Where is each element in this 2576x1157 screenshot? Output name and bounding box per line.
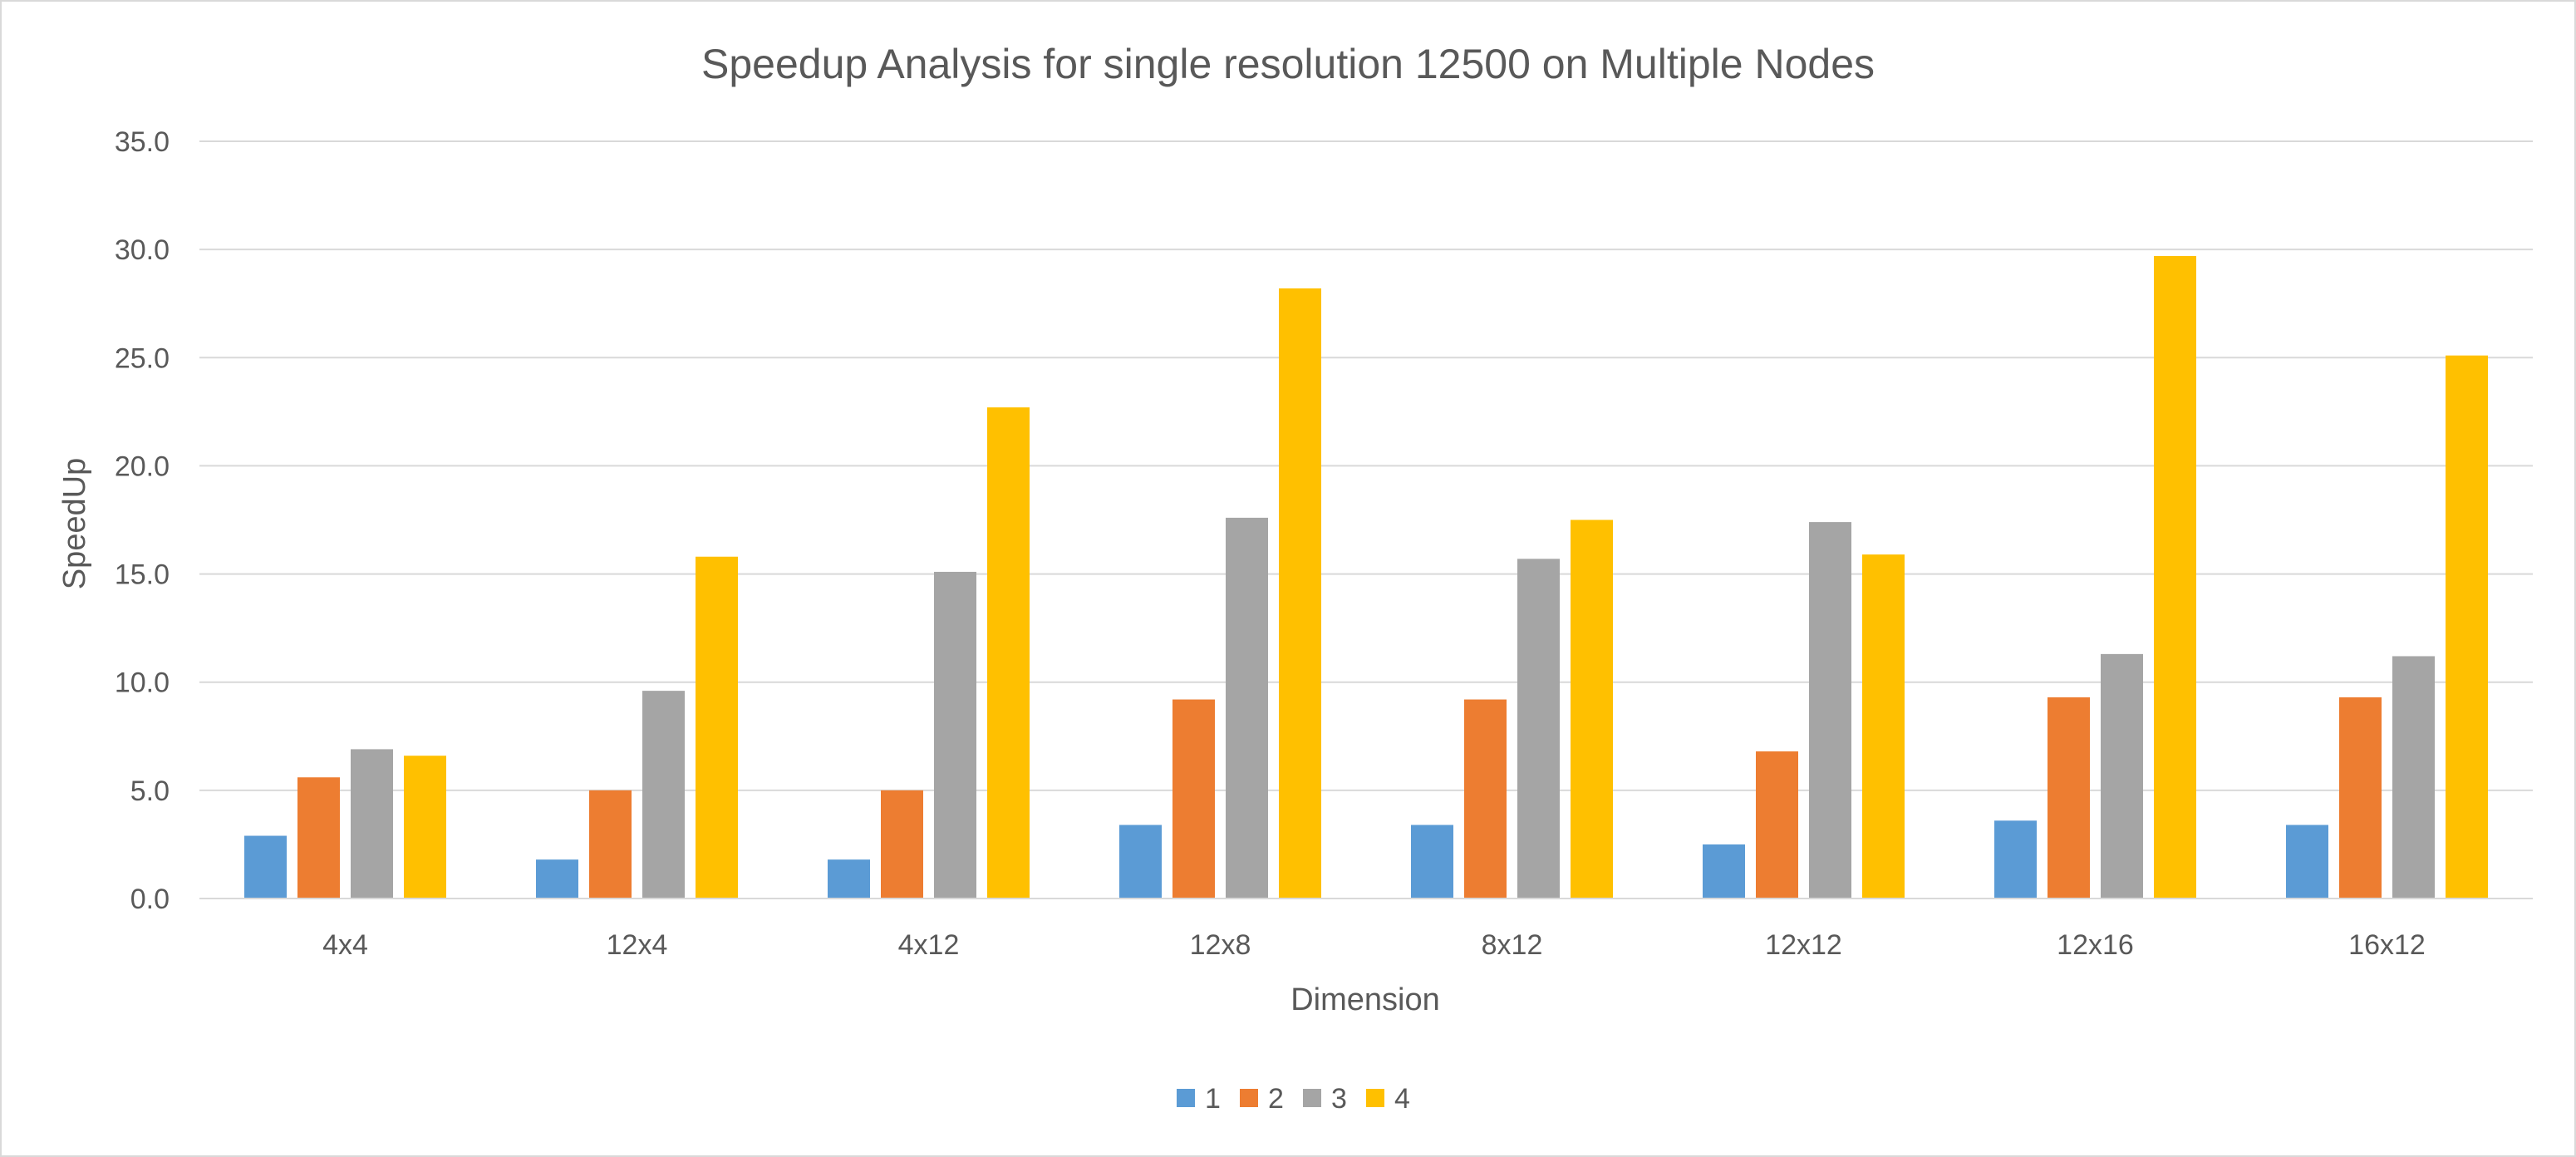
x-tick-label: 16x12 (2348, 929, 2426, 961)
bar-series-1-4x12 (828, 859, 870, 899)
bar-series-2-4x4 (297, 777, 340, 899)
bar-series-3-12x8 (1226, 517, 1268, 899)
legend-swatch-3 (1303, 1089, 1321, 1107)
x-axis-title: Dimension (1290, 982, 1440, 1017)
legend-swatch-4 (1366, 1089, 1384, 1107)
bar-series-2-8x12 (1464, 699, 1507, 899)
bar-series-2-4x12 (881, 790, 923, 899)
bar-series-4-12x12 (1862, 554, 1905, 899)
bar-series-4-12x16 (2154, 255, 2196, 899)
y-tick-label: 25.0 (115, 342, 170, 374)
bar-series-2-12x4 (589, 790, 632, 899)
bar-series-3-16x12 (2392, 656, 2435, 899)
legend-label: 1 (1205, 1083, 1221, 1115)
y-tick-label: 0.0 (130, 884, 170, 915)
legend-swatch-2 (1240, 1089, 1258, 1107)
x-tick-label: 4x4 (322, 929, 368, 961)
gridlines (199, 140, 2533, 791)
x-axis-tick-labels: 4x4 12x4 4x12 12x8 8x12 12x12 12x16 16x12 (322, 929, 2426, 961)
x-tick-label: 4x12 (898, 929, 960, 961)
y-tick-label: 10.0 (115, 667, 170, 699)
bar-series-4-16x12 (2446, 355, 2488, 899)
bar-series-1-12x16 (1994, 820, 2037, 899)
bar-series-3-4x4 (351, 749, 393, 899)
y-tick-label: 20.0 (115, 450, 170, 482)
bar-series-2-12x12 (1756, 751, 1798, 899)
bar-series-4-8x12 (1571, 519, 1613, 899)
bar-series-1-12x8 (1119, 825, 1162, 899)
legend-label: 3 (1331, 1083, 1347, 1115)
bar-series-3-8x12 (1517, 559, 1560, 899)
bar-series-1-4x4 (244, 835, 287, 899)
bar-series-3-12x16 (2101, 653, 2143, 899)
legend: 1 2 3 4 (1177, 1083, 1410, 1115)
x-tick-label: 12x16 (2057, 929, 2134, 961)
bar-series-4-4x4 (404, 756, 446, 899)
legend-swatch-1 (1177, 1089, 1195, 1107)
bar-series-2-16x12 (2339, 697, 2382, 899)
legend-label: 4 (1394, 1083, 1410, 1115)
bar-series-1-8x12 (1411, 825, 1453, 899)
bar-series-1-12x4 (536, 859, 578, 899)
y-tick-label: 30.0 (115, 234, 170, 266)
x-tick-label: 12x4 (607, 929, 668, 961)
bar-series-1-12x12 (1703, 844, 1745, 899)
x-tick-label: 8x12 (1482, 929, 1543, 961)
x-tick-label: 12x12 (1765, 929, 1842, 961)
bar-series-1-16x12 (2286, 825, 2328, 899)
x-tick-label: 12x8 (1190, 929, 1251, 961)
legend-label: 2 (1268, 1083, 1284, 1115)
bar-series-2-12x16 (2048, 697, 2090, 899)
bar-series-2-12x8 (1172, 699, 1215, 899)
bar-series-3-12x12 (1809, 522, 1851, 899)
bar-series-4-4x12 (987, 407, 1030, 899)
bar-series-3-12x4 (642, 691, 685, 899)
y-axis-tick-labels: 0.0 5.0 10.0 15.0 20.0 25.0 30.0 35.0 (115, 126, 170, 915)
bar-series-4-12x4 (696, 556, 738, 899)
y-axis-title: SpeedUp (57, 458, 92, 589)
bars (244, 255, 2488, 899)
y-tick-label: 15.0 (115, 559, 170, 591)
chart-title: Speedup Analysis for single resolution 1… (701, 41, 1875, 87)
y-tick-label: 5.0 (130, 775, 170, 807)
y-tick-label: 35.0 (115, 126, 170, 158)
bar-series-4-12x8 (1279, 288, 1321, 899)
bar-series-3-4x12 (934, 571, 976, 899)
